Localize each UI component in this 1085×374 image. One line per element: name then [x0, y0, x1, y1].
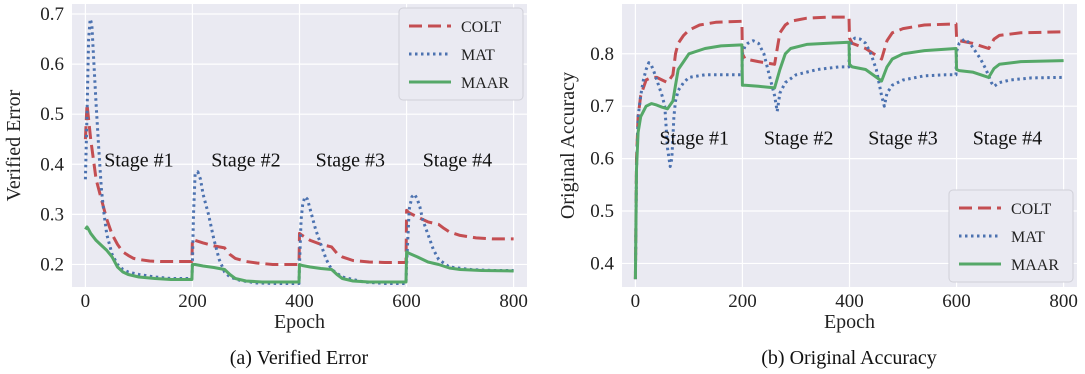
stage-annotation: Stage #4 [423, 149, 492, 171]
y-tick-label: 0.5 [590, 201, 614, 222]
series-line-maar [84, 225, 514, 284]
series-line-mat [633, 36, 1064, 280]
x-tick-label: 400 [285, 291, 314, 312]
chart-verified-error: 0.2 0.3 0.4 0.5 0.6 0.7 0 200 400 600 800 Epoch Veri… [3, 4, 528, 369]
legend-label-mat: MAT [461, 47, 495, 64]
series-line-colt [633, 15, 1064, 280]
stage-annotation: Stage #1 [104, 149, 173, 171]
legend-label-mat: MAT [1011, 229, 1045, 246]
legend: COLT MAT MAAR [398, 7, 524, 101]
legend-label-maar: MAAR [461, 75, 509, 92]
y-tick-label: 0.4 [40, 154, 64, 175]
y-tick-label: 0.5 [40, 104, 64, 125]
x-tick-label: 600 [942, 291, 971, 312]
stage-annotation: Stage #2 [211, 149, 280, 171]
x-tick-label: 400 [835, 291, 864, 312]
x-tick-label: 0 [631, 291, 641, 312]
legend: COLT MAT MAAR [948, 189, 1074, 283]
y-axis-label: Verified Error [3, 89, 25, 201]
y-tick-label: 0.4 [590, 253, 614, 274]
chart-original-accuracy: 0.4 0.5 0.6 0.7 0.8 0 200 400 600 800 Epoch Origina… [557, 4, 1078, 369]
stage-annotation: Stage #4 [973, 128, 1042, 150]
series-line-colt [83, 102, 514, 266]
y-axis-label: Original Accuracy [557, 72, 579, 219]
x-tick-label: 0 [81, 291, 91, 312]
y-tick-label: 0.2 [40, 254, 64, 275]
y-tick-label: 0.7 [590, 96, 614, 117]
legend-box [948, 189, 1074, 283]
stage-annotation: Stage #3 [868, 128, 937, 150]
y-tick-label: 0.8 [590, 44, 614, 65]
legend-label-maar: MAAR [1011, 257, 1059, 274]
y-tick-label: 0.3 [40, 204, 64, 225]
stage-annotation: Stage #2 [764, 128, 833, 150]
x-tick-label: 200 [178, 291, 207, 312]
stage-annotation: Stage #3 [316, 149, 385, 171]
x-axis-label: Epoch [824, 311, 875, 333]
x-tick-label: 800 [499, 291, 528, 312]
legend-label-colt: COLT [461, 19, 502, 36]
legend-label-colt: COLT [1011, 201, 1052, 218]
x-tick-label: 200 [728, 291, 757, 312]
series-line-mat [83, 17, 514, 285]
stage-annotation: Stage #1 [660, 128, 729, 150]
legend-box [398, 7, 524, 101]
y-tick-label: 0.7 [40, 4, 64, 25]
x-tick-label: 600 [392, 291, 421, 312]
y-tick-label: 0.6 [40, 54, 64, 75]
x-axis-label: Epoch [274, 311, 325, 333]
x-tick-label: 800 [1049, 291, 1078, 312]
figure-caption: (b) Original Accuracy [761, 347, 936, 369]
figure-caption: (a) Verified Error [230, 347, 369, 369]
series-line-maar [633, 40, 1064, 280]
y-tick-label: 0.6 [590, 149, 614, 170]
